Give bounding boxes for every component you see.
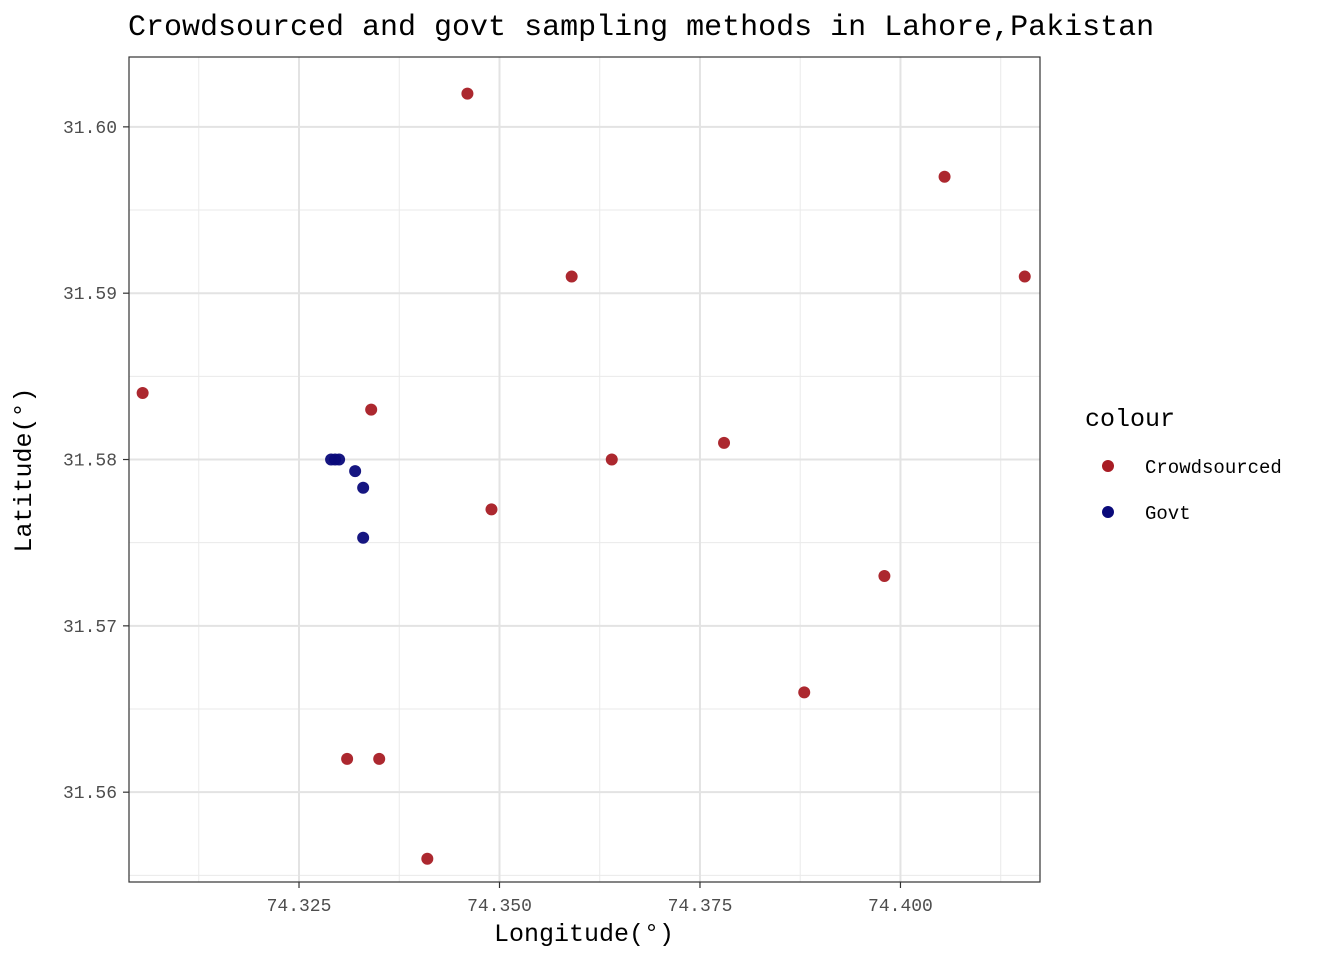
point-crowdsourced xyxy=(136,386,149,399)
point-crowdsourced xyxy=(565,270,578,283)
y-tick-label: 31.58 xyxy=(63,452,117,472)
point-crowdsourced xyxy=(1018,270,1031,283)
data-points xyxy=(136,87,1031,865)
point-crowdsourced xyxy=(485,503,498,516)
point-crowdsourced xyxy=(605,453,618,466)
legend-label-govt: Govt xyxy=(1145,503,1191,525)
y-tick-label: 31.57 xyxy=(63,618,117,638)
legend: colour Crowdsourced Govt xyxy=(1085,405,1282,525)
x-tick-label: 74.350 xyxy=(467,897,532,917)
x-tick-label: 74.400 xyxy=(868,897,933,917)
y-tick-label: 31.59 xyxy=(63,285,117,305)
point-crowdsourced xyxy=(421,852,434,865)
legend-key-govt xyxy=(1102,506,1114,518)
x-tick-label: 74.375 xyxy=(668,897,733,917)
point-govt xyxy=(357,481,370,494)
x-tick-label: 74.325 xyxy=(267,897,332,917)
point-crowdsourced xyxy=(798,686,811,699)
legend-key-crowdsourced xyxy=(1102,460,1114,472)
point-crowdsourced xyxy=(373,752,386,765)
y-axis-title: Latitude(°) xyxy=(10,387,39,552)
y-axis-ticks: 31.56 31.57 31.58 31.59 31.60 xyxy=(63,119,129,804)
legend-title: colour xyxy=(1085,405,1175,434)
point-crowdsourced xyxy=(341,752,354,765)
point-crowdsourced xyxy=(718,436,731,449)
point-govt xyxy=(333,453,346,466)
minor-gridlines xyxy=(129,57,1040,882)
y-tick-label: 31.56 xyxy=(63,784,117,804)
point-govt xyxy=(349,465,362,478)
x-axis-title: Longitude(°) xyxy=(494,920,674,949)
plot-panel xyxy=(129,57,1040,882)
x-axis-ticks: 74.325 74.350 74.375 74.400 xyxy=(267,882,933,917)
point-crowdsourced xyxy=(938,170,951,183)
legend-label-crowdsourced: Crowdsourced xyxy=(1145,457,1282,479)
point-crowdsourced xyxy=(365,403,378,416)
point-crowdsourced xyxy=(461,87,474,100)
plot-border xyxy=(128,56,1041,883)
y-tick-label: 31.60 xyxy=(63,119,117,139)
chart-title: Crowdsourced and govt sampling methods i… xyxy=(128,11,1154,45)
point-govt xyxy=(357,531,370,544)
major-gridlines xyxy=(129,57,1040,882)
point-crowdsourced xyxy=(878,569,891,582)
